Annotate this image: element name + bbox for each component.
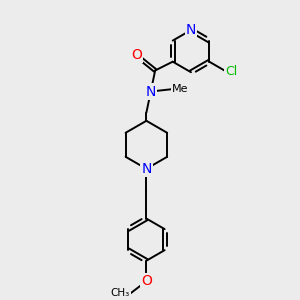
- Text: N: N: [146, 85, 156, 98]
- Text: O: O: [141, 274, 152, 288]
- Text: Cl: Cl: [225, 65, 237, 78]
- Text: N: N: [141, 162, 152, 176]
- Text: O: O: [131, 48, 142, 62]
- Text: N: N: [186, 23, 196, 37]
- Text: Me: Me: [172, 84, 188, 94]
- Text: CH₃: CH₃: [110, 289, 130, 298]
